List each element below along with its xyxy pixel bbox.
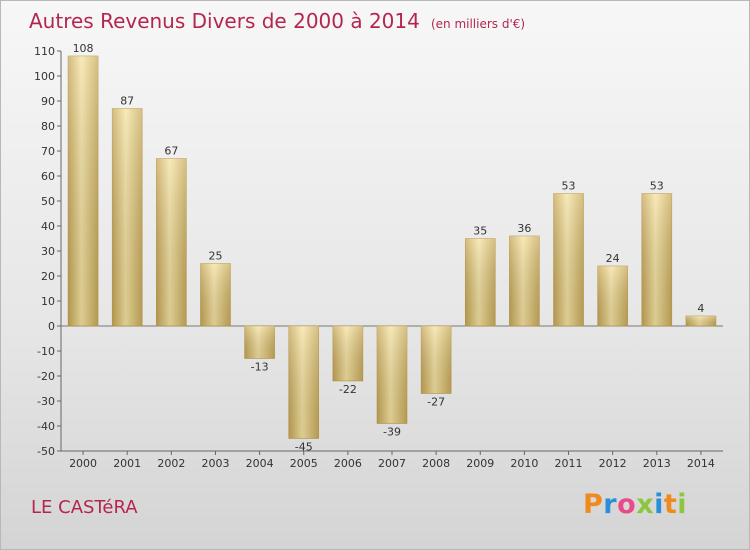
y-tick-label: 60 xyxy=(41,170,55,183)
logo-letter: t xyxy=(663,489,678,520)
bar-value-label: 4 xyxy=(697,302,704,315)
bar-value-label: -39 xyxy=(383,426,401,439)
logo-letter: i xyxy=(677,489,688,520)
x-tick-label: 2012 xyxy=(599,457,627,470)
bar-value-label: 67 xyxy=(164,145,178,158)
x-tick-label: 2002 xyxy=(157,457,185,470)
bar-value-label: -27 xyxy=(427,396,445,409)
y-tick-label: 0 xyxy=(48,320,55,333)
bar-shade xyxy=(332,326,363,381)
bar-shade xyxy=(465,238,496,326)
bar-value-label: 24 xyxy=(606,252,620,265)
bar-shade xyxy=(685,316,716,326)
y-tick-label: 20 xyxy=(41,270,55,283)
bar-value-label: 25 xyxy=(208,250,222,263)
y-tick-label: -30 xyxy=(37,395,55,408)
x-tick-label: 2001 xyxy=(113,457,141,470)
logo-letter: x xyxy=(636,489,655,520)
x-tick-label: 2006 xyxy=(334,457,362,470)
x-tick-label: 2008 xyxy=(422,457,450,470)
bar-value-label: -45 xyxy=(295,441,313,454)
chart-bars xyxy=(67,55,717,439)
y-tick-label: -10 xyxy=(37,345,55,358)
x-tick-label: 2000 xyxy=(69,457,97,470)
y-tick-label: -20 xyxy=(37,370,55,383)
bar-shade xyxy=(641,193,672,326)
bar-value-label: -13 xyxy=(251,361,269,374)
chart-axes: -50 -40 -30 -20 -10 0 10 20 30 40 50 60 70 80 90 100 110… xyxy=(34,45,723,470)
bar-shade xyxy=(288,326,319,439)
bar-shade xyxy=(244,326,275,359)
x-tick-label: 2009 xyxy=(466,457,494,470)
bar-shade xyxy=(112,108,143,326)
bar-shade xyxy=(377,326,407,424)
x-tick-label: 2010 xyxy=(510,457,538,470)
y-tick-label: 10 xyxy=(41,295,55,308)
title-text: Autres Revenus Divers de 2000 à 2014 xyxy=(29,9,420,33)
x-tick-label: 2005 xyxy=(290,457,318,470)
y-tick-label: 110 xyxy=(34,45,55,58)
y-tick-label: 90 xyxy=(41,95,55,108)
bar-shade xyxy=(68,56,99,326)
logo-letter: r xyxy=(603,489,618,520)
commune-name: LE CASTéRA xyxy=(31,497,138,518)
chart-value-labels: 108 87 67 25 -13 -45 -22 -39 -27 35 36 53 24 53 4 xyxy=(73,42,705,454)
title-unit: (en milliers d'€) xyxy=(430,17,526,31)
x-tick-label: 2007 xyxy=(378,457,406,470)
bar-value-label: 53 xyxy=(650,180,664,193)
bar-value-label: 108 xyxy=(73,42,94,55)
bar-value-label: -22 xyxy=(339,383,357,396)
bar-value-label: 36 xyxy=(517,222,531,235)
bar-shade xyxy=(421,326,452,394)
bar-value-label: 53 xyxy=(562,180,576,193)
proxiti-logo: Proxiti xyxy=(583,489,687,520)
logo-letter: P xyxy=(583,489,604,520)
x-tick-label: 2004 xyxy=(246,457,274,470)
x-tick-label: 2013 xyxy=(643,457,671,470)
y-tick-label: 80 xyxy=(41,120,55,133)
y-tick-label: 40 xyxy=(41,220,55,233)
x-tick-label: 2011 xyxy=(555,457,583,470)
x-tick-label: 2014 xyxy=(687,457,715,470)
y-tick-label: -40 xyxy=(37,420,55,433)
bar-shade xyxy=(156,158,187,326)
y-tick-label: -50 xyxy=(37,445,55,458)
x-tick-label: 2003 xyxy=(201,457,229,470)
logo-letter: i xyxy=(654,489,664,520)
y-tick-label: 30 xyxy=(41,245,55,258)
chart-title: Autres Revenus Divers de 2000 à 2014 (en… xyxy=(29,9,525,33)
bar-value-label: 87 xyxy=(120,95,134,108)
bar-shade xyxy=(200,263,231,326)
logo-letter: o xyxy=(617,489,637,520)
y-tick-label: 50 xyxy=(41,195,55,208)
y-tick-label: 70 xyxy=(41,145,55,158)
bar-shade xyxy=(509,236,540,326)
y-tick-label: 100 xyxy=(34,70,55,83)
bar-shade xyxy=(597,266,628,326)
bar-value-label: 35 xyxy=(473,225,487,238)
bar-shade xyxy=(553,193,584,326)
